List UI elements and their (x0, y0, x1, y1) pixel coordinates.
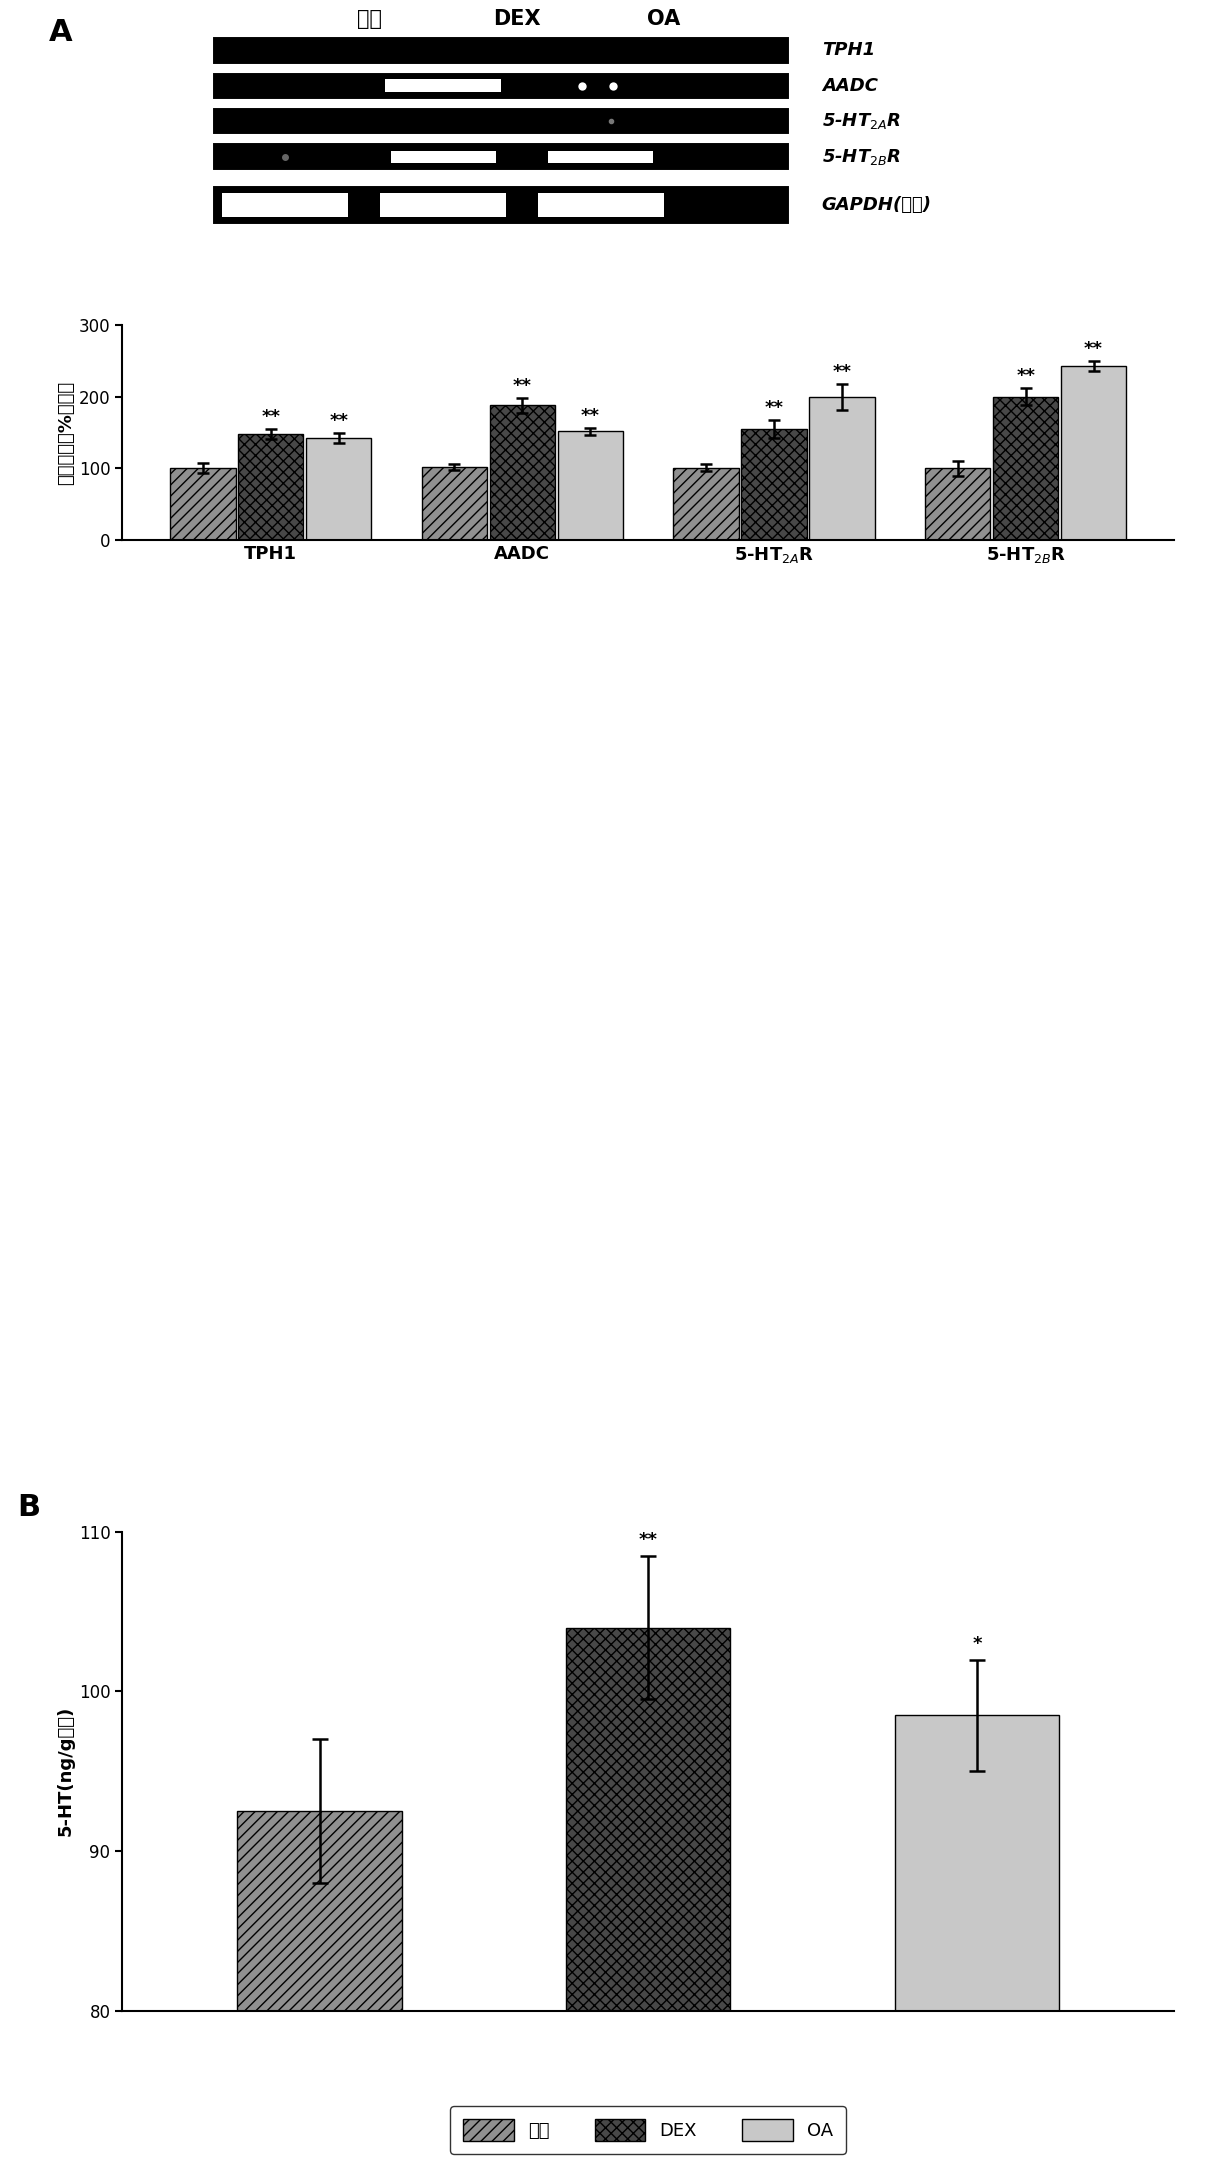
Text: B: B (17, 1494, 40, 1522)
Bar (741, 428, 807, 539)
Bar (212, 143, 790, 172)
Text: **: ** (581, 407, 599, 424)
Text: **: ** (1084, 339, 1103, 359)
Bar (237, 1811, 401, 2174)
Text: GAPDH(内参): GAPDH(内参) (822, 196, 932, 213)
Bar (170, 467, 236, 539)
Text: **: ** (262, 409, 280, 426)
Text: 对照: 对照 (357, 9, 382, 28)
Bar (566, 1628, 730, 2174)
Text: **: ** (833, 363, 851, 380)
Text: **: ** (512, 378, 532, 396)
Bar (212, 107, 790, 135)
Bar (489, 404, 555, 539)
Text: AADC: AADC (822, 76, 878, 96)
Text: *: * (972, 1635, 982, 1652)
Bar (390, 150, 495, 163)
Bar (925, 467, 991, 539)
Bar (422, 467, 487, 539)
Text: A: A (49, 17, 72, 48)
Bar (810, 398, 874, 539)
Text: 5-HT$_{2A}$R: 5-HT$_{2A}$R (822, 111, 900, 130)
Bar (548, 150, 653, 163)
Bar (993, 398, 1058, 539)
Text: DEX: DEX (493, 9, 541, 28)
Bar (385, 78, 501, 91)
Legend: 对照, DEX, OA: 对照, DEX, OA (450, 2107, 846, 2154)
Bar (212, 185, 790, 226)
Text: **: ** (638, 1530, 658, 1550)
Bar (306, 437, 372, 539)
Text: **: ** (764, 398, 784, 417)
Bar (558, 430, 623, 539)
Y-axis label: 相对含量（%对照）: 相对含量（%对照） (56, 380, 75, 485)
Text: **: ** (1016, 367, 1035, 385)
Bar (238, 435, 303, 539)
Bar (895, 1715, 1059, 2174)
Y-axis label: 5-HT(ng/g蛋白): 5-HT(ng/g蛋白) (56, 1707, 75, 1837)
Text: 5-HT$_{2B}$R: 5-HT$_{2B}$R (822, 146, 900, 167)
Text: **: ** (329, 411, 349, 430)
Text: OA: OA (647, 9, 680, 28)
Bar (1060, 365, 1126, 539)
Text: TPH1: TPH1 (822, 41, 874, 59)
Bar (212, 37, 790, 65)
Bar (674, 467, 739, 539)
Bar (538, 193, 664, 217)
Bar (223, 193, 349, 217)
Bar (212, 72, 790, 100)
Bar (380, 193, 506, 217)
